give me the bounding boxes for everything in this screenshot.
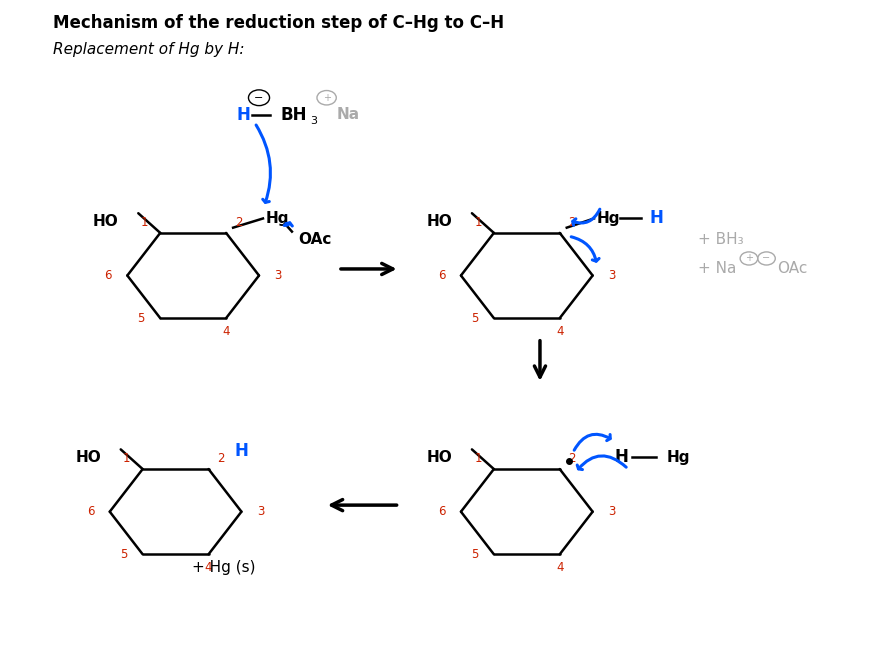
Text: 3: 3 — [608, 505, 615, 518]
Text: 1: 1 — [474, 452, 481, 465]
Text: 3: 3 — [310, 116, 317, 127]
Text: + Na: + Na — [697, 262, 736, 276]
Text: HO: HO — [93, 214, 118, 228]
Text: 5: 5 — [470, 312, 478, 325]
Text: Hg: Hg — [265, 211, 289, 226]
Text: 2: 2 — [217, 452, 225, 465]
Text: Replacement of Hg by H:: Replacement of Hg by H: — [53, 42, 244, 56]
Text: HO: HO — [426, 214, 452, 228]
Text: H: H — [649, 209, 662, 228]
Text: Hg: Hg — [667, 450, 689, 464]
Text: H: H — [236, 106, 250, 124]
Text: 6: 6 — [438, 505, 445, 518]
Text: Hg: Hg — [596, 211, 619, 226]
Text: H: H — [235, 441, 248, 460]
Text: 3: 3 — [257, 505, 264, 518]
Text: 4: 4 — [555, 561, 563, 574]
Text: + BH₃: + BH₃ — [697, 232, 743, 247]
Text: 6: 6 — [104, 269, 111, 282]
Text: 2: 2 — [567, 216, 575, 229]
Text: Mechanism of the reduction step of C–Hg to C–H: Mechanism of the reduction step of C–Hg … — [53, 14, 503, 32]
Text: −: − — [761, 253, 770, 264]
Text: 1: 1 — [123, 452, 131, 465]
Text: 3: 3 — [608, 269, 615, 282]
Text: 5: 5 — [119, 548, 127, 561]
Text: OAc: OAc — [298, 232, 332, 247]
Text: + Hg (s): + Hg (s) — [192, 560, 255, 575]
Text: 2: 2 — [567, 452, 575, 465]
Text: BH: BH — [281, 106, 307, 124]
Text: +: + — [322, 92, 331, 103]
Text: 5: 5 — [470, 548, 478, 561]
Text: +: + — [744, 253, 752, 264]
Text: 4: 4 — [204, 561, 212, 574]
Text: 1: 1 — [474, 216, 481, 229]
Text: 2: 2 — [234, 216, 242, 229]
Text: 4: 4 — [222, 325, 230, 338]
Text: H: H — [614, 448, 627, 466]
Text: OAc: OAc — [776, 262, 807, 276]
Text: 5: 5 — [137, 312, 145, 325]
Text: HO: HO — [426, 450, 452, 464]
Text: 6: 6 — [87, 505, 94, 518]
Text: Na: Na — [336, 108, 359, 122]
Text: 6: 6 — [438, 269, 445, 282]
Text: 1: 1 — [140, 216, 148, 229]
Text: −: − — [254, 92, 263, 103]
Text: 3: 3 — [275, 269, 282, 282]
Text: HO: HO — [75, 450, 101, 464]
Text: 4: 4 — [555, 325, 563, 338]
